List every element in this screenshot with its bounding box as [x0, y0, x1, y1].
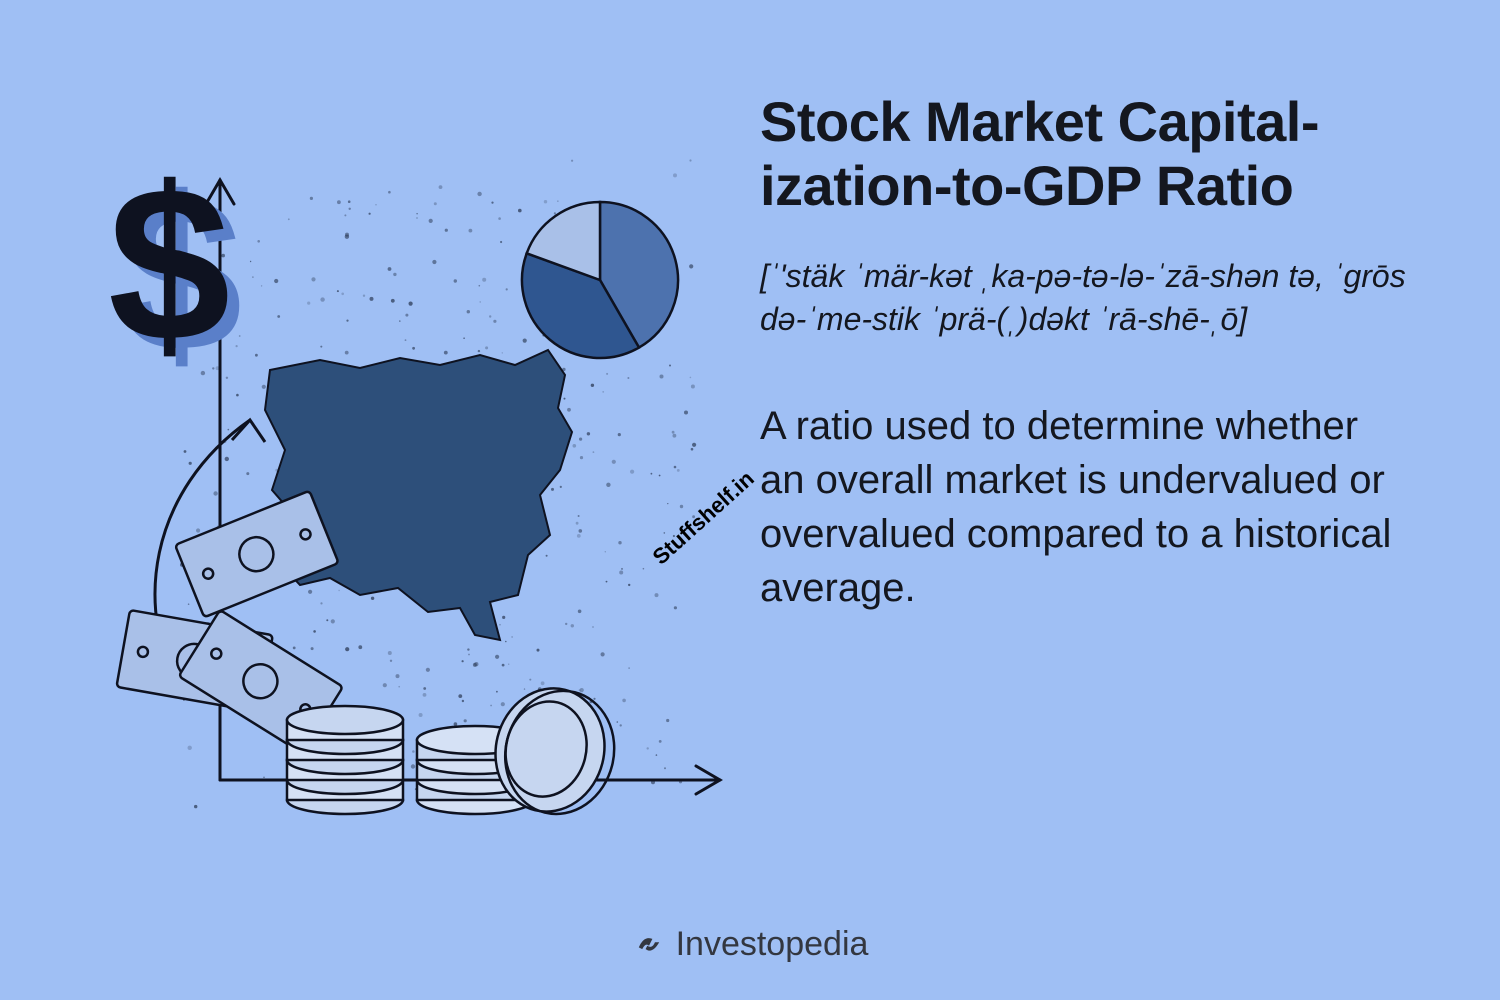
pronunciation-text: [ˈ'stäk ˈmär-kət ˌka-pə-tə-lə-ˈzā-shən t… — [760, 255, 1410, 341]
footer: Investopedia — [0, 925, 1500, 967]
pie-chart-icon — [522, 202, 678, 358]
text-column: Stock Market Capital-ization-to-GDP Rati… — [760, 90, 1410, 615]
infographic-canvas: $ $ — [0, 0, 1500, 1000]
illustration-svg: $ $ — [60, 140, 760, 860]
investopedia-logo-icon — [632, 927, 666, 961]
brand-lockup: Investopedia — [632, 925, 869, 964]
dollar-sign-icon: $ $ — [108, 141, 242, 397]
illustration-group: $ $ — [60, 140, 760, 860]
brand-name: Investopedia — [676, 925, 869, 964]
term-title: Stock Market Capital-ization-to-GDP Rati… — [760, 90, 1410, 219]
coin-stacks-icon — [287, 677, 627, 826]
definition-text: A ratio used to determine whether an ove… — [760, 399, 1410, 615]
svg-text:$: $ — [108, 141, 230, 387]
